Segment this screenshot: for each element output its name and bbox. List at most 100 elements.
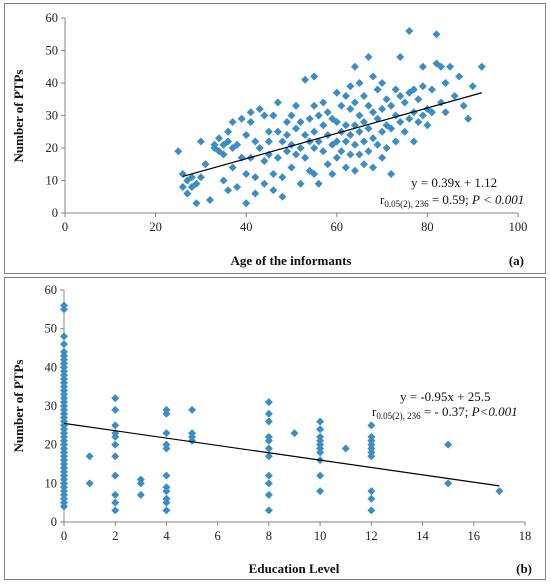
panel-a-data-point [296, 144, 305, 152]
panel-b-data-point [162, 429, 171, 438]
panel-a-data-point [350, 62, 359, 71]
panel-a-x-tick-label: 20 [149, 220, 162, 234]
panel-b-x-tick-label: 16 [468, 529, 481, 543]
panel-b-data-point [264, 398, 273, 407]
panel-a-data-point [323, 108, 332, 117]
panel-b-data-point [111, 405, 120, 414]
panel-a-data-point [387, 101, 396, 110]
panel-a-data-point [418, 111, 427, 120]
panel-a-data-point [382, 144, 391, 152]
panel-a-data-point [192, 199, 201, 208]
panel-b-data-point [316, 448, 325, 457]
panel-a-data-point [332, 153, 341, 162]
panel-a-data-point [301, 75, 310, 84]
panel-a-data-point [373, 140, 382, 149]
panel-a-data-point [251, 189, 260, 198]
panel-b-y-tick-label: 0 [51, 515, 57, 529]
panel-a-y-axis-title: Number of PTPs [11, 70, 26, 163]
panel-a-r-subscript: 0.05(2), 236 [384, 199, 429, 209]
panel-b: 0 10 20 30 40 50 60 0 2 4 6 8 10 12 14 16 18 Education L… [4, 277, 546, 580]
panel-b-points [60, 301, 504, 515]
panel-a-data-point [273, 98, 282, 107]
panel-a-data-point [278, 192, 287, 201]
panel-a-data-point [287, 111, 296, 120]
panel-b-data-point [316, 487, 325, 496]
panel-a-data-point [260, 157, 269, 165]
panel-a-data-point [359, 92, 368, 100]
panel-a-data-point [364, 124, 373, 133]
panel-a-data-point [192, 179, 201, 188]
panel-b-data-point [367, 487, 376, 496]
panel-a-data-point [269, 170, 278, 178]
panel-a-data-point [364, 101, 373, 110]
panel-a-data-point [224, 127, 233, 136]
panel-a-data-point [369, 72, 378, 81]
panel-a-data-point [260, 111, 269, 120]
panel-b-data-point [316, 417, 325, 426]
panel-a-y-tick-label: 0 [52, 206, 58, 220]
panel-a-data-point [228, 163, 237, 172]
panel-a-label: (a) [509, 253, 524, 268]
panel-b-y-tick-label: 20 [45, 438, 58, 452]
panel-a-x-tick-label: 0 [62, 220, 68, 234]
panel-b-data-point [264, 506, 273, 515]
panel-b-x-tick-label: 4 [163, 529, 170, 543]
panel-a-data-point [346, 131, 355, 139]
panel-b-data-point [60, 305, 68, 314]
panel-a-data-point [350, 98, 359, 107]
panel-a-data-point [260, 179, 269, 188]
panel-b-data-point [444, 440, 453, 449]
panel-a-data-point [314, 111, 323, 120]
panel-a-data-point [364, 53, 373, 61]
panel-b-data-point [111, 452, 120, 461]
panel-a-data-point [332, 118, 341, 126]
panel-a-data-point [233, 140, 242, 149]
panel-a-data-point [278, 173, 287, 182]
panel-a-data-point [282, 147, 291, 156]
panel-a-data-point [246, 108, 255, 117]
panel-b-data-point [264, 436, 273, 445]
panel-a-data-point [269, 186, 278, 195]
panel-a-data-point [359, 118, 368, 126]
panel-a-data-point [296, 179, 305, 188]
panel-a-data-point [323, 160, 332, 169]
panel-a-data-point [387, 124, 396, 133]
panel-a-data-point [355, 79, 364, 87]
panel-a-data-point [423, 121, 432, 130]
panel-b-data-point [367, 452, 376, 461]
panel-b-data-point [290, 429, 299, 438]
panel-a-data-point [251, 173, 260, 182]
panel-a-data-point [273, 127, 282, 136]
panel-a-data-point [391, 85, 400, 94]
panel-a-data-point [346, 150, 355, 159]
panel-a-data-point [246, 118, 255, 126]
panel-b-data-point [162, 487, 171, 496]
panel-b-x-tick-label: 18 [519, 529, 532, 543]
panel-a-data-point [409, 137, 418, 146]
panel-b-data-point [111, 440, 120, 449]
panel-a-border [4, 3, 546, 274]
panel-a-data-point [224, 137, 233, 146]
panel-b-data-point [111, 394, 120, 403]
panel-a-data-point [219, 176, 228, 185]
panel-a-data-point [355, 111, 364, 120]
panel-a-data-point [301, 153, 310, 162]
panel-a-data-point [292, 101, 301, 110]
panel-a: 0 10 20 30 40 50 60 0 20 40 60 80 100 Age of the inf… [4, 3, 546, 274]
panel-b-data-point [188, 436, 197, 445]
panel-a-data-point [228, 118, 237, 126]
panel-a-data-point [337, 147, 346, 156]
panel-a-data-point [400, 98, 409, 107]
panel-a-data-point [337, 101, 346, 110]
panel-a-data-point [196, 137, 205, 146]
panel-b-data-point [111, 471, 120, 480]
panel-a-p-value: P < 0.001 [471, 192, 524, 207]
panel-a-data-point [301, 131, 310, 139]
panel-a-data-point [296, 118, 305, 126]
panel-b-data-point [162, 471, 171, 480]
panel-a-equation: y = 0.39x + 1.12 [411, 175, 497, 190]
panel-a-data-point [373, 85, 382, 94]
panel-a-data-point [396, 53, 405, 61]
panel-a-x-axis-title: Age of the informants [231, 253, 352, 268]
panel-b-data-point [188, 405, 197, 414]
